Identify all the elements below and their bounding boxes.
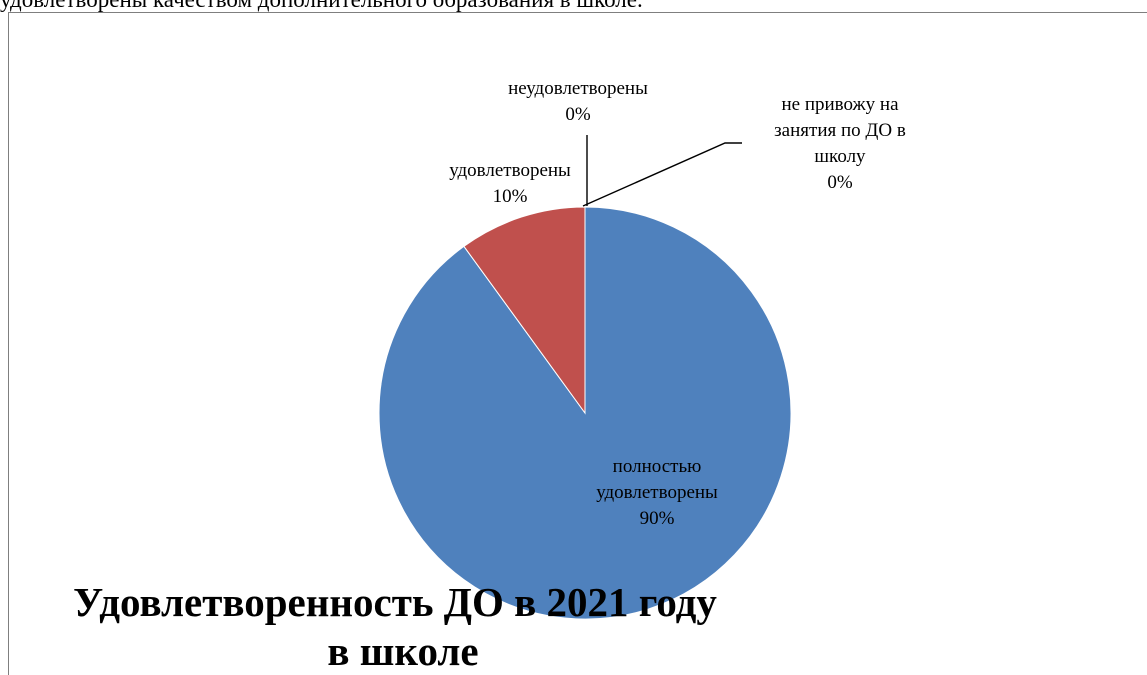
slice-label-2-line-0: неудовлетворены [508, 78, 648, 99]
slice-label-3-line-2: школу [814, 146, 866, 167]
slice-percent-label-0: 90% [640, 508, 675, 529]
slice-label-0-line-0: полностью [613, 456, 702, 477]
slice-label-1-line-0: удовлетворены [449, 160, 571, 181]
chart-frame [8, 12, 1147, 675]
chart-title-line-0: Удовлетворенность ДО в 2021 году [73, 579, 717, 625]
pie-slices [378, 206, 792, 620]
slice-labels: полностью удовлетворены 90% удовлетворены 10… [449, 78, 906, 529]
slice-label-3-line-1: занятия по ДО в [774, 120, 906, 141]
leader-line-1 [582, 142, 742, 207]
slice-label-0-line-1: удовлетворены [596, 482, 718, 503]
leader-lines [582, 135, 742, 207]
slice-label-3-line-0: не привожу на [781, 94, 899, 115]
slice-percent-label-1: 10% [493, 186, 528, 207]
slice-percent-label-3: 0% [827, 172, 853, 193]
chart-title-line-1: в школе [327, 628, 478, 674]
slice-percent-label-2: 0% [565, 104, 591, 125]
context-text: удовлетворены качеством дополнительного … [0, 0, 1147, 13]
pie-slice-1 [463, 206, 586, 415]
